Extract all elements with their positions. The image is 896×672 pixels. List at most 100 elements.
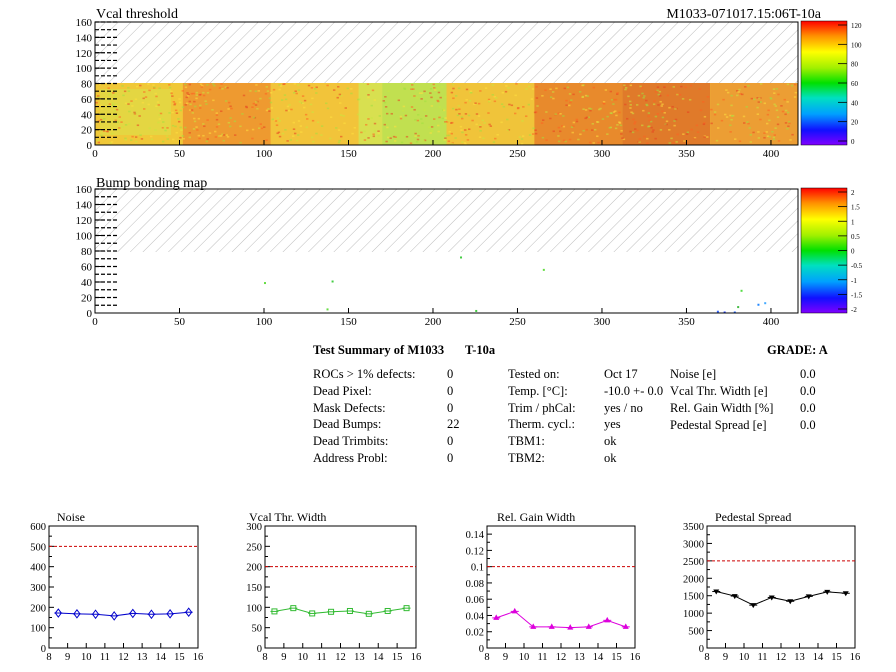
pixel	[312, 140, 315, 143]
pixel	[736, 94, 739, 97]
pixel	[173, 102, 177, 105]
pixel	[438, 116, 441, 119]
colorbar-label: -0.5	[851, 262, 863, 270]
y-tick-label: 80	[81, 246, 93, 258]
pixel	[542, 119, 545, 121]
pixel	[549, 96, 553, 99]
pixel	[611, 99, 614, 101]
pixel	[159, 112, 163, 115]
pixel	[464, 129, 467, 131]
pixel	[100, 134, 103, 137]
pixel	[750, 97, 753, 100]
y-tick-label: 0	[699, 644, 704, 655]
pixel	[288, 104, 291, 106]
pixel	[654, 137, 657, 140]
y-tick-label: 100	[76, 231, 93, 243]
pixel	[403, 114, 406, 116]
pixel	[661, 110, 664, 113]
x-tick-label: 300	[594, 316, 611, 328]
pixel	[326, 107, 330, 110]
pixel	[108, 103, 112, 105]
x-tick-label: 16	[411, 652, 422, 663]
pixel	[140, 138, 144, 140]
plot-frame	[706, 525, 856, 649]
pixel	[738, 140, 742, 143]
pixel	[285, 109, 288, 112]
pixel	[377, 132, 380, 135]
pixel	[729, 131, 732, 133]
colorbar-label: 60	[851, 80, 859, 88]
pixel	[346, 140, 349, 143]
pixel	[118, 127, 121, 129]
pixel	[468, 128, 471, 131]
pixel	[429, 87, 433, 90]
plot-frame	[486, 525, 636, 649]
pixel	[393, 140, 397, 142]
pixel	[706, 96, 710, 98]
pixel	[447, 120, 450, 122]
roc-band	[534, 83, 623, 145]
pixel	[248, 115, 251, 118]
pixel	[766, 135, 770, 137]
pixel	[757, 101, 761, 103]
pixel	[320, 134, 323, 136]
y-tick-label: 0	[257, 644, 262, 655]
pixel	[280, 99, 284, 101]
pixel	[479, 130, 482, 132]
pixel	[185, 96, 188, 99]
pixel	[278, 88, 281, 91]
pixel	[536, 105, 539, 107]
pixel	[682, 133, 685, 135]
pixel	[470, 91, 473, 94]
pixel	[599, 107, 602, 110]
y-tick-label: 120	[76, 215, 93, 227]
pixel	[195, 126, 198, 128]
pixel	[643, 135, 646, 138]
pixel	[155, 95, 158, 98]
y-tick-label: 20	[81, 125, 93, 137]
pixel	[118, 116, 121, 118]
pixel	[501, 91, 505, 94]
unconnected-region-hatch	[95, 22, 798, 83]
pixel	[527, 103, 531, 106]
pixel	[161, 118, 164, 120]
pixel	[631, 112, 635, 115]
pixel	[245, 106, 249, 109]
pixel	[447, 140, 451, 143]
pixel	[113, 110, 116, 112]
pixel	[578, 91, 582, 93]
pixel	[783, 98, 786, 101]
pixel	[561, 125, 564, 127]
pixel	[337, 141, 341, 144]
pixel	[205, 140, 209, 143]
pixel	[174, 109, 178, 112]
pixel	[201, 85, 204, 87]
pixel	[286, 105, 290, 108]
pixel	[214, 136, 218, 138]
pixel	[698, 88, 702, 90]
x-tick-label: 50	[174, 148, 186, 160]
x-tick-label: 15	[831, 652, 842, 663]
pixel	[221, 133, 224, 136]
pixel	[187, 95, 190, 97]
y-tick-label: 0	[479, 644, 484, 655]
pixel	[487, 98, 491, 101]
pixel	[177, 120, 181, 123]
map-title-bump: Bump bonding map	[96, 176, 207, 191]
y-tick-label: 80	[81, 79, 93, 91]
pixel	[518, 136, 522, 138]
pixel	[289, 139, 293, 141]
pixel	[625, 117, 629, 120]
pixel	[203, 125, 206, 128]
pixel	[629, 84, 633, 87]
pixel	[229, 125, 232, 128]
pixel	[545, 139, 548, 141]
pixel	[103, 117, 106, 120]
pixel	[124, 137, 127, 140]
bump-bonding-map: Bump bonding map 0 50 100 150 200 250 300 350 40…	[76, 176, 863, 328]
pixel	[400, 141, 404, 144]
pixel	[303, 99, 307, 102]
pixel	[643, 95, 646, 97]
y-tick-label: 0.06	[466, 595, 484, 606]
pixel	[729, 124, 732, 127]
